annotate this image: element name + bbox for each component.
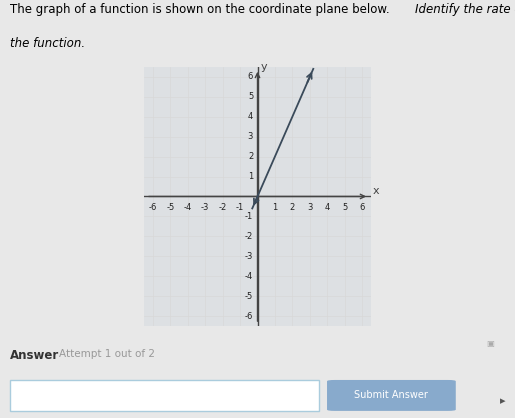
Text: 6: 6 — [248, 72, 253, 82]
Text: 5: 5 — [342, 204, 347, 212]
Text: Submit Answer: Submit Answer — [354, 390, 428, 400]
Text: -2: -2 — [218, 204, 227, 212]
FancyBboxPatch shape — [327, 380, 456, 411]
Text: -3: -3 — [245, 252, 253, 261]
Text: -6: -6 — [245, 311, 253, 321]
Text: Attempt 1 out of 2: Attempt 1 out of 2 — [59, 349, 155, 359]
Text: -6: -6 — [149, 204, 157, 212]
Text: 6: 6 — [359, 204, 365, 212]
Text: -4: -4 — [245, 272, 253, 281]
Text: Answer: Answer — [10, 349, 60, 362]
Text: -4: -4 — [184, 204, 192, 212]
Text: 4: 4 — [324, 204, 330, 212]
Text: 5: 5 — [248, 92, 253, 101]
Text: -2: -2 — [245, 232, 253, 241]
Text: The graph of a function is shown on the coordinate plane below.: The graph of a function is shown on the … — [10, 3, 393, 16]
Text: y: y — [261, 62, 268, 72]
Text: 2: 2 — [248, 152, 253, 161]
Text: 1: 1 — [272, 204, 278, 212]
Text: -1: -1 — [236, 204, 244, 212]
Text: ▣: ▣ — [487, 339, 494, 348]
Text: 2: 2 — [290, 204, 295, 212]
Text: 3: 3 — [248, 132, 253, 141]
FancyBboxPatch shape — [10, 380, 319, 411]
Text: -1: -1 — [245, 212, 253, 221]
Text: ▸: ▸ — [500, 396, 505, 406]
Text: Identify the rate of change of: Identify the rate of change of — [415, 3, 515, 16]
Text: -5: -5 — [166, 204, 175, 212]
Text: -5: -5 — [245, 292, 253, 301]
Text: 3: 3 — [307, 204, 313, 212]
Text: the function.: the function. — [10, 37, 85, 50]
Text: 1: 1 — [248, 172, 253, 181]
Text: 4: 4 — [248, 112, 253, 121]
Text: -3: -3 — [201, 204, 210, 212]
Text: x: x — [372, 186, 379, 196]
